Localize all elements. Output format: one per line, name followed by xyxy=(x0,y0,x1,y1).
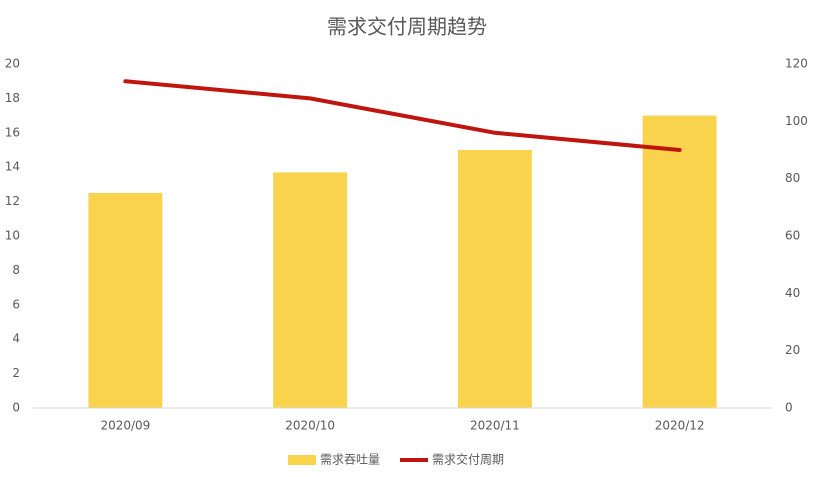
y-tick-label: 16 xyxy=(5,125,20,139)
y-tick-label: 18 xyxy=(5,91,20,105)
y2-tick-label: 40 xyxy=(785,286,800,300)
chart-title: 需求交付周期趋势 xyxy=(327,15,487,39)
y-tick-label: 4 xyxy=(12,332,20,346)
legend-label: 需求交付周期 xyxy=(432,452,504,467)
y2-tick-label: 0 xyxy=(785,401,793,415)
y-tick-label: 2 xyxy=(12,366,20,380)
x-tick-label: 2020/10 xyxy=(285,419,335,433)
bar xyxy=(457,150,532,408)
bar xyxy=(642,115,717,408)
line xyxy=(123,79,682,152)
y2-tick-label: 20 xyxy=(785,343,800,357)
y2-tick-label: 80 xyxy=(785,171,800,185)
legend-swatch xyxy=(288,455,316,465)
y-tick-label: 14 xyxy=(5,160,20,174)
x-tick-label: 2020/11 xyxy=(470,419,520,433)
y-tick-label: 6 xyxy=(12,297,20,311)
bar xyxy=(88,193,163,408)
y-tick-label: 8 xyxy=(12,263,20,277)
y-tick-label: 10 xyxy=(5,229,20,243)
y-tick-label: 12 xyxy=(5,194,20,208)
legend-label: 需求吞吐量 xyxy=(320,453,380,467)
y-tick-label: 20 xyxy=(5,57,20,71)
x-tick-label: 2020/12 xyxy=(655,419,705,433)
y-tick-label: 0 xyxy=(12,401,20,415)
bar xyxy=(273,172,348,408)
x-tick-label: 2020/09 xyxy=(100,419,150,433)
y2-tick-label: 120 xyxy=(785,57,808,71)
y2-tick-label: 100 xyxy=(785,114,808,128)
y2-tick-label: 60 xyxy=(785,229,800,243)
